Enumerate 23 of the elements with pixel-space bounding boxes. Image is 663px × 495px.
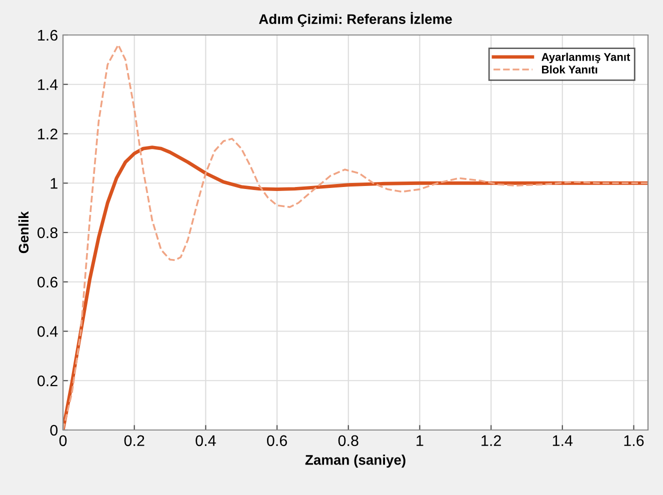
y-tick-label: 0 [50,424,58,436]
y-tick-label: 0.6 [38,276,58,288]
y-tick-label: 1.2 [38,128,58,140]
y-tick-label: 0.4 [38,326,58,337]
y-tick-label: 0.2 [38,375,58,386]
x-tick-label: 0.2 [124,435,144,446]
x-tick-label: 0 [59,435,67,446]
x-tick-label: 0.8 [338,435,358,446]
y-tick-label: 1.4 [38,79,58,90]
x-tick-label: 0.4 [196,435,216,446]
x-tick-label: 1.2 [482,435,501,446]
legend-label: Ayarlanmış Yanıt [542,52,630,64]
x-axis-title: Zaman (saniye) [305,454,406,468]
y-tick-label: 1 [50,178,58,189]
x-tick-label: 1.6 [624,435,644,446]
y-tick-label: 0.8 [38,227,58,238]
x-tick-label: 1.4 [552,435,573,446]
y-tick-label: 1.6 [38,30,58,41]
x-tick-label: 1 [416,435,424,446]
y-axis-title: Genlik [18,211,29,254]
legend-label: Blok Yanıtı [542,65,598,74]
x-tick-label: 0.6 [267,435,287,446]
chart-title: Adım Çizimi: Referans İzleme [258,12,452,27]
